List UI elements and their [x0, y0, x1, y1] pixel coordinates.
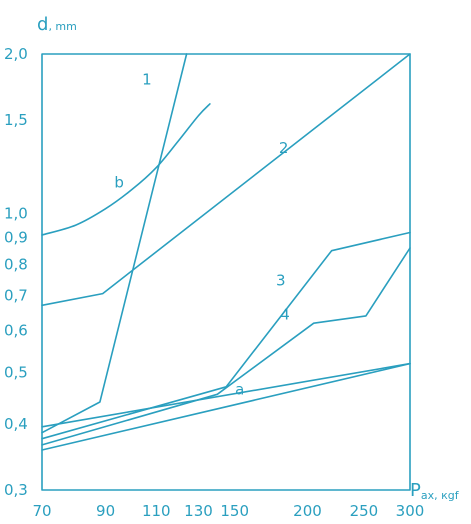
- series-line-b: [41, 103, 211, 236]
- y-tick-label: 0,3: [4, 481, 28, 499]
- x-tick-label: 150: [220, 502, 249, 520]
- x-tick-label: 200: [293, 502, 322, 520]
- y-tick-label: 0,8: [4, 256, 28, 274]
- y-tick-label: 0,9: [4, 229, 28, 247]
- series-line-4: [41, 247, 411, 446]
- y-tick-label: 0,5: [4, 364, 28, 382]
- x-axis-title-unit: ax, кgf: [421, 489, 460, 502]
- y-tick-label: 1,5: [4, 111, 28, 129]
- x-axis-title: Pax, кgf: [410, 480, 460, 502]
- series-label-3: 3: [276, 272, 286, 290]
- x-tick-label: 130: [184, 502, 213, 520]
- y-axis-title-unit: , mm: [48, 20, 76, 33]
- series-label-b: b: [114, 173, 124, 191]
- y-tick-label: 2,0: [4, 45, 28, 63]
- series-line-a2: [41, 362, 411, 428]
- series-line-3: [41, 231, 411, 440]
- tick-labels: 0,30,40,50,60,70,80,91,01,52,070 90 110 130…: [4, 45, 424, 520]
- y-axis-title-main: d: [37, 14, 48, 35]
- series-label-2: 2: [279, 139, 289, 157]
- plot-frame: [41, 53, 411, 491]
- x-tick-label: 300: [396, 502, 425, 520]
- y-tick-label: 0,4: [4, 415, 28, 433]
- series-line-a: [41, 362, 411, 451]
- series-lines: [41, 53, 411, 451]
- x-tick-label: 110: [142, 502, 171, 520]
- y-tick-label: 0,7: [4, 286, 28, 304]
- series-label-a: a: [235, 380, 244, 398]
- series-line-1: [41, 53, 188, 434]
- x-tick-label: 70: [32, 502, 51, 520]
- series-label-1: 1: [142, 71, 152, 89]
- x-axis-title-main: P: [410, 480, 421, 501]
- series-label-4: 4: [280, 306, 290, 324]
- y-axis-title: d, mm: [37, 14, 77, 35]
- x-tick-label: 250: [350, 502, 379, 520]
- series-line-2: [41, 53, 411, 307]
- series-labels: 1 2 3 4 a b: [114, 71, 289, 399]
- x-tick-label: 90: [96, 502, 115, 520]
- y-tick-label: 0,6: [4, 322, 28, 340]
- y-tick-label: 1,0: [4, 204, 28, 222]
